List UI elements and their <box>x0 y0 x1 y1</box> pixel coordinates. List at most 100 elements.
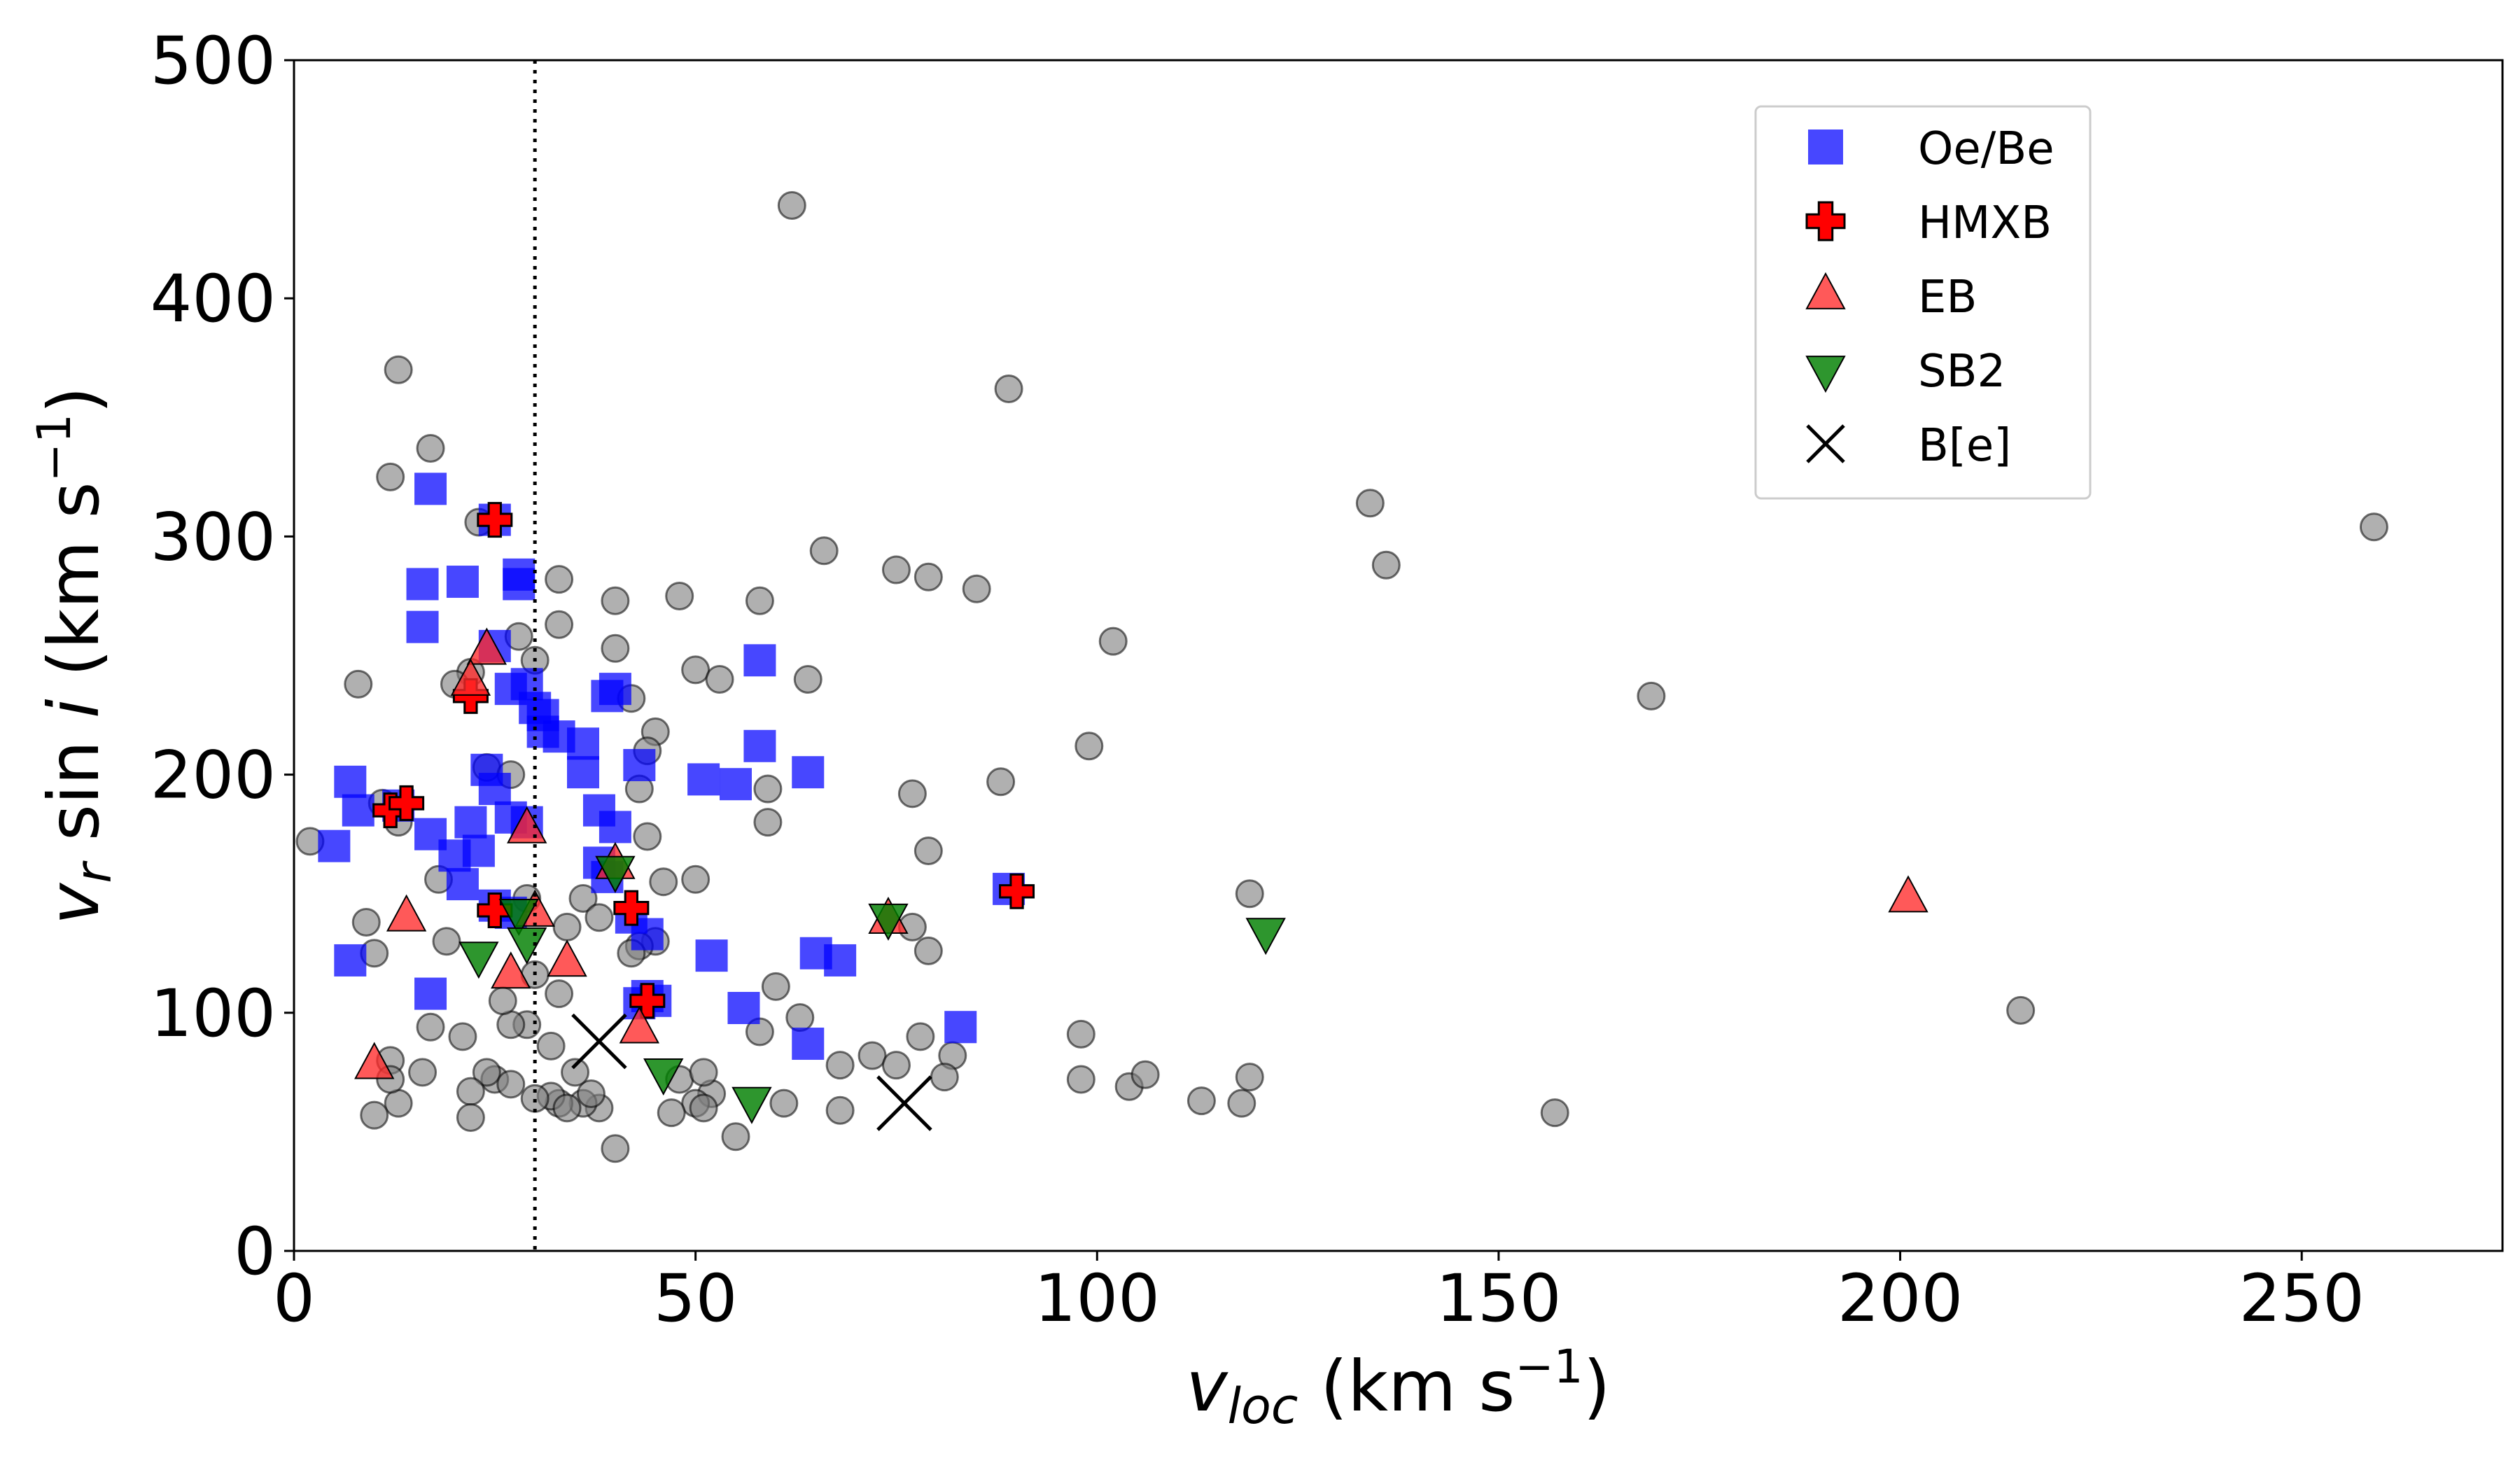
legend-marker <box>1806 424 1845 463</box>
data-point <box>568 884 598 913</box>
data-point <box>897 779 927 808</box>
y-axis-units: (km s <box>33 482 115 699</box>
data-point <box>743 644 776 677</box>
data-point <box>695 939 728 972</box>
data-point <box>388 785 425 821</box>
data-point <box>458 941 499 979</box>
data-point <box>1227 1088 1256 1118</box>
data-point <box>913 562 943 592</box>
data-point <box>384 355 413 384</box>
data-point <box>1235 879 1264 909</box>
data-point <box>629 983 666 1019</box>
data-point <box>809 536 839 566</box>
data-point <box>561 1058 590 1087</box>
data-point <box>753 774 783 804</box>
series-oe-be <box>318 472 1026 1060</box>
data-point <box>2006 995 2036 1025</box>
data-point <box>496 1010 526 1040</box>
data-point <box>913 836 943 865</box>
series-hmxb <box>372 502 1035 1019</box>
data-point <box>406 610 439 643</box>
data-point <box>999 873 1035 909</box>
data-point <box>881 555 911 584</box>
y-axis-var: v <box>33 882 115 925</box>
data-point <box>743 729 776 762</box>
y-axis-close: ) <box>33 386 115 414</box>
data-point <box>351 908 381 937</box>
x-axis-var: v <box>1186 1345 1228 1427</box>
data-point <box>868 903 909 941</box>
data-point <box>825 1051 855 1080</box>
data-point <box>477 892 513 929</box>
data-point <box>318 830 351 862</box>
data-point <box>601 586 630 615</box>
legend-label: EB <box>1918 272 1977 323</box>
data-point <box>416 1012 445 1042</box>
data-point <box>649 867 678 897</box>
data-point <box>446 868 479 901</box>
data-point <box>681 864 710 894</box>
legend-box <box>1754 105 2092 500</box>
data-point <box>1888 875 1928 913</box>
data-point <box>414 818 447 850</box>
data-point <box>598 811 631 844</box>
y-tick-label: 500 <box>150 23 276 99</box>
data-point <box>552 1093 582 1123</box>
x-axis-title: vloc (km s−1) <box>1186 1340 1610 1435</box>
data-point <box>414 977 447 1010</box>
data-point <box>466 627 507 665</box>
data-point <box>448 1022 477 1051</box>
data-point <box>792 756 825 789</box>
data-point <box>1074 732 1104 761</box>
data-point <box>432 927 461 956</box>
data-point <box>1066 1019 1096 1049</box>
y-tick-label: 100 <box>150 976 276 1052</box>
x-tick-label: 250 <box>2239 1261 2364 1337</box>
data-point <box>1371 550 1401 580</box>
data-point <box>456 1102 485 1132</box>
data-point <box>825 1096 855 1125</box>
data-point <box>792 1028 825 1060</box>
legend-marker <box>1805 201 1846 241</box>
data-point <box>930 1063 959 1092</box>
data-point <box>745 586 774 615</box>
data-point <box>665 581 694 610</box>
data-point <box>753 808 783 837</box>
data-point <box>545 610 574 639</box>
data-point <box>687 763 720 796</box>
data-point <box>986 767 1016 797</box>
data-point <box>496 1070 526 1099</box>
x-axis-subscript: loc <box>1228 1378 1298 1435</box>
data-point <box>406 568 439 601</box>
data-point <box>1130 1060 1160 1089</box>
data-point <box>1540 1098 1569 1128</box>
data-point <box>881 1051 911 1080</box>
legend-marker <box>1805 356 1846 393</box>
data-point <box>1235 1063 1264 1092</box>
data-point <box>777 191 806 220</box>
y-tick-label: 200 <box>150 738 276 814</box>
series-other <box>295 191 2388 1163</box>
legend-marker <box>1805 272 1846 309</box>
data-point <box>1637 681 1666 710</box>
data-point <box>472 1058 501 1087</box>
data-point <box>584 903 614 932</box>
data-point <box>547 939 587 977</box>
data-point <box>689 1093 718 1123</box>
data-point <box>761 972 790 1001</box>
data-point <box>793 665 822 694</box>
legend-label: B[e] <box>1918 420 2011 472</box>
data-point <box>732 1086 772 1124</box>
data-point <box>601 1134 630 1163</box>
x-axis-close: ) <box>1583 1345 1611 1427</box>
data-point <box>408 1058 438 1087</box>
legend-label: Oe/Be <box>1918 123 2054 175</box>
data-point <box>906 1022 935 1051</box>
points-layer <box>295 191 2388 1163</box>
y-axis-exponent: −1 <box>27 414 81 482</box>
data-point <box>342 794 374 827</box>
data-point <box>477 502 513 538</box>
y-tick-label: 0 <box>234 1214 276 1290</box>
data-point <box>721 1122 750 1152</box>
data-point <box>491 951 531 989</box>
